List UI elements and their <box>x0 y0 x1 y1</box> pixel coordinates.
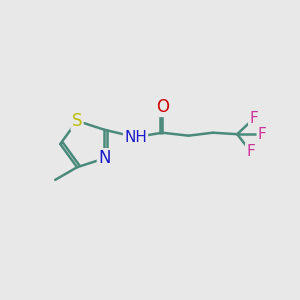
Text: F: F <box>258 127 266 142</box>
Text: F: F <box>249 111 258 126</box>
Text: N: N <box>98 149 111 167</box>
Text: NH: NH <box>124 130 147 145</box>
Text: O: O <box>156 98 169 116</box>
Text: S: S <box>72 112 82 130</box>
Text: F: F <box>246 144 255 159</box>
